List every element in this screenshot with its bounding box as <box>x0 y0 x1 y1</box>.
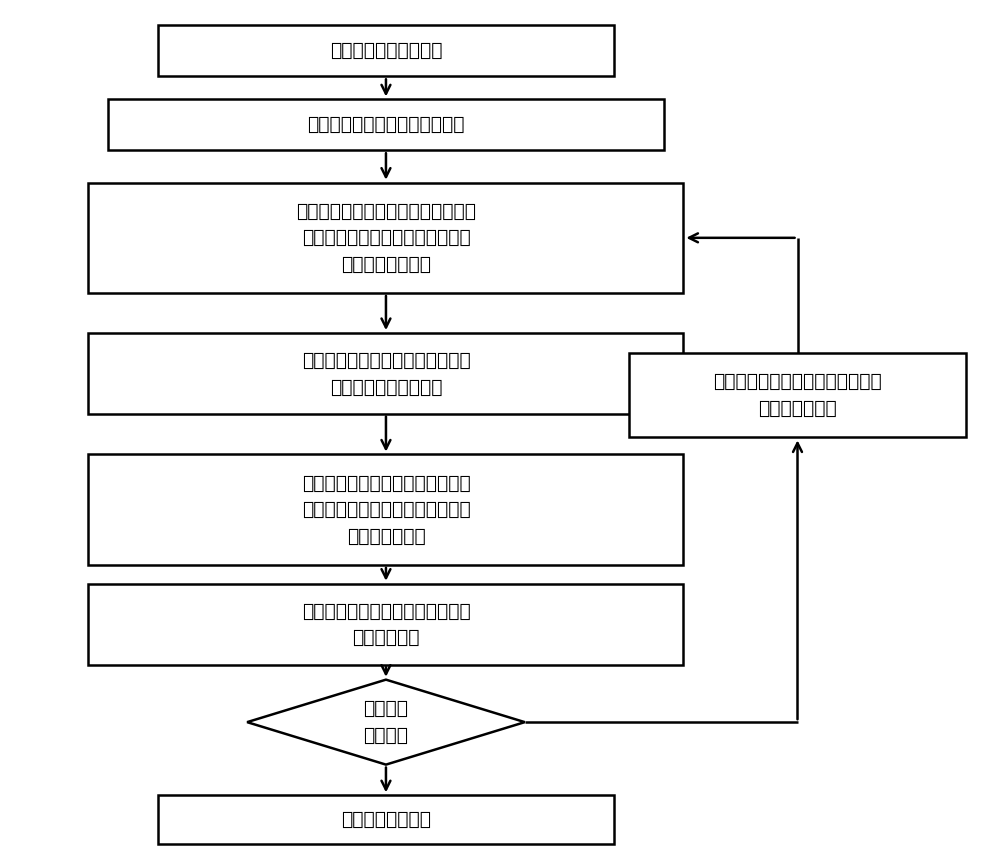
FancyBboxPatch shape <box>88 455 683 565</box>
Text: 建立正时罩盖初始模型: 建立正时罩盖初始模型 <box>330 41 442 60</box>
Text: 确定最终优化方案: 确定最终优化方案 <box>341 810 431 830</box>
Text: 正时罩盖初始方案固有频率分析: 正时罩盖初始方案固有频率分析 <box>307 115 465 135</box>
Text: 优化是否
满足要求: 优化是否 满足要求 <box>363 699 408 745</box>
FancyBboxPatch shape <box>88 334 683 414</box>
FancyBboxPatch shape <box>158 795 614 844</box>
FancyBboxPatch shape <box>88 183 683 293</box>
FancyBboxPatch shape <box>629 353 966 438</box>
Text: 基于最后一次振动响应优化的优化
结果云图提取设计空间加强筋分布
及底部形貌形状: 基于最后一次振动响应优化的优化 结果云图提取设计空间加强筋分布 及底部形貌形状 <box>302 474 470 546</box>
FancyBboxPatch shape <box>158 26 614 76</box>
Polygon shape <box>247 680 525 764</box>
Text: 在目标频率段的激励下对正时罩盖初
始模型进行振动响应优化，得到加
强筋材料分布模型: 在目标频率段的激励下对正时罩盖初 始模型进行振动响应优化，得到加 强筋材料分布模… <box>296 202 476 274</box>
Text: 正时罩盖优化方案固有频率、频率
响应分析校核: 正时罩盖优化方案固有频率、频率 响应分析校核 <box>302 601 470 647</box>
FancyBboxPatch shape <box>88 584 683 665</box>
Text: 得到提取的拓扑的加强筋结果，继
续对底部进行形貌优化: 得到提取的拓扑的加强筋结果，继 续对底部进行形貌优化 <box>302 351 470 396</box>
FancyBboxPatch shape <box>108 100 664 150</box>
Text: 从目标频率段的激励中确定欠优化
频率区间的激励: 从目标频率段的激励中确定欠优化 频率区间的激励 <box>713 372 882 418</box>
